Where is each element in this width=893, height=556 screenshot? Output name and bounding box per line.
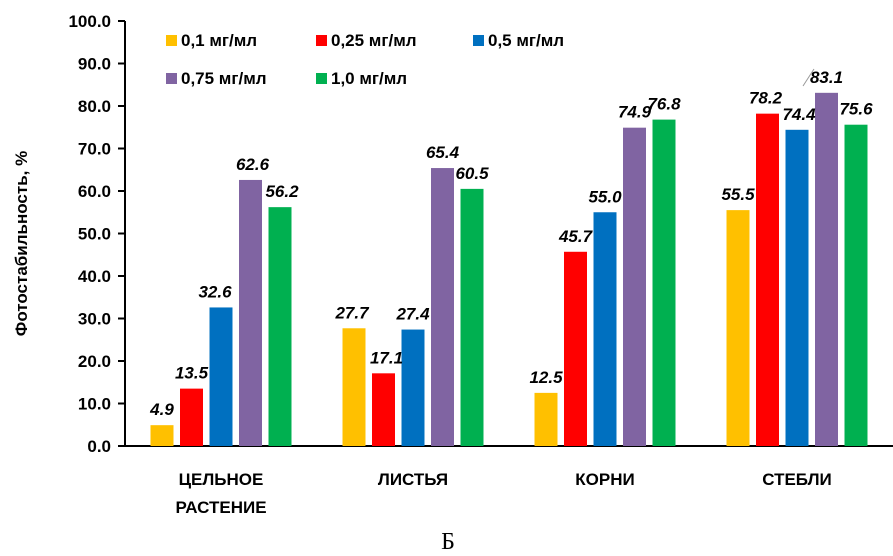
y-tick-label: 20.0 bbox=[78, 352, 111, 371]
bar bbox=[593, 212, 617, 446]
legend-label: 1,0 мг/мл bbox=[331, 69, 407, 88]
y-tick-label: 100.0 bbox=[68, 12, 111, 31]
y-tick-label: 50.0 bbox=[78, 225, 111, 244]
bar bbox=[726, 210, 750, 446]
data-label: 55.0 bbox=[588, 187, 622, 206]
bars bbox=[150, 92, 868, 447]
legend: 0,1 мг/мл 0,25 мг/мл 0,5 мг/мл 0,75 мг/мл 1,… bbox=[166, 31, 564, 88]
y-tick-label: 10.0 bbox=[78, 395, 111, 414]
bar bbox=[815, 92, 838, 446]
y-tick-label: 90.0 bbox=[78, 55, 111, 74]
y-tick-label: 0.0 bbox=[87, 437, 111, 456]
category-label: ЛИСТЬЯ bbox=[378, 470, 448, 489]
data-label: 32.6 bbox=[198, 282, 232, 301]
data-label: 74.4 bbox=[782, 105, 816, 124]
y-tick-label: 70.0 bbox=[78, 140, 111, 159]
data-labels: 4.913.5 32.6 62.6 56.2 27.7 17.1 27.4 65.4 60.5 1… bbox=[149, 68, 873, 419]
bar bbox=[342, 328, 366, 446]
data-label: 17.1 bbox=[370, 348, 403, 367]
legend-swatch bbox=[316, 73, 327, 84]
legend-label: 0,25 мг/мл bbox=[331, 31, 417, 50]
bar bbox=[785, 129, 809, 447]
data-label: 76.8 bbox=[647, 95, 681, 114]
figure-caption: Б bbox=[441, 529, 455, 555]
category-label: РАСТЕНИЕ bbox=[175, 498, 266, 517]
bar bbox=[239, 179, 262, 446]
y-tick-label: 30.0 bbox=[78, 310, 111, 329]
category-label: ЦЕЛЬНОЕ bbox=[179, 470, 264, 489]
bar bbox=[564, 251, 587, 446]
bar bbox=[372, 373, 395, 446]
legend-swatch bbox=[166, 35, 177, 46]
data-label: 74.9 bbox=[618, 103, 652, 122]
bar bbox=[623, 127, 646, 447]
bar bbox=[534, 392, 558, 446]
bar bbox=[150, 425, 174, 446]
data-label: 27.4 bbox=[395, 305, 430, 324]
data-label: 27.7 bbox=[334, 303, 370, 322]
leader-line bbox=[802, 68, 815, 87]
legend-label: 0,5 мг/мл bbox=[488, 31, 564, 50]
data-label: 12.5 bbox=[529, 368, 563, 387]
data-label: 60.5 bbox=[455, 164, 489, 183]
y-tick-label: 40.0 bbox=[78, 267, 111, 286]
data-label: 62.6 bbox=[236, 155, 270, 174]
legend-swatch bbox=[473, 35, 484, 46]
data-label: 78.2 bbox=[749, 89, 783, 108]
category-label: КОРНИ bbox=[575, 470, 634, 489]
y-axis-title: Фотостабильность, % bbox=[12, 151, 31, 336]
data-label: 83.1 bbox=[810, 68, 843, 87]
legend-swatch bbox=[316, 35, 327, 46]
category-labels: ЦЕЛЬНОЕ РАСТЕНИЕ ЛИСТЬЯ КОРНИ СТЕБЛИ bbox=[175, 470, 831, 517]
bar bbox=[844, 124, 868, 446]
bar bbox=[460, 188, 484, 446]
y-tick-label: 60.0 bbox=[78, 182, 111, 201]
data-label: 75.6 bbox=[839, 100, 873, 119]
y-axis: 0.0 10.0 20.0 30.0 40.0 50.0 60.0 70.0 80.0 90.0 1… bbox=[68, 12, 893, 456]
bar bbox=[756, 113, 779, 447]
data-label: 55.5 bbox=[721, 185, 755, 204]
bar bbox=[431, 168, 454, 447]
legend-label: 0,75 мг/мл bbox=[181, 69, 267, 88]
legend-label: 0,1 мг/мл bbox=[181, 31, 257, 50]
y-tick-label: 80.0 bbox=[78, 97, 111, 116]
bar bbox=[652, 119, 676, 446]
legend-swatch bbox=[166, 73, 177, 84]
bar bbox=[401, 329, 425, 446]
bar bbox=[268, 207, 292, 446]
category-label: СТЕБЛИ bbox=[762, 470, 832, 489]
data-label: 4.9 bbox=[149, 400, 174, 419]
bar bbox=[209, 307, 233, 446]
data-label: 65.4 bbox=[426, 143, 460, 162]
data-label: 45.7 bbox=[558, 227, 594, 246]
bar bbox=[180, 388, 203, 446]
data-label: 13.5 bbox=[175, 364, 209, 383]
data-label: 56.2 bbox=[265, 182, 299, 201]
